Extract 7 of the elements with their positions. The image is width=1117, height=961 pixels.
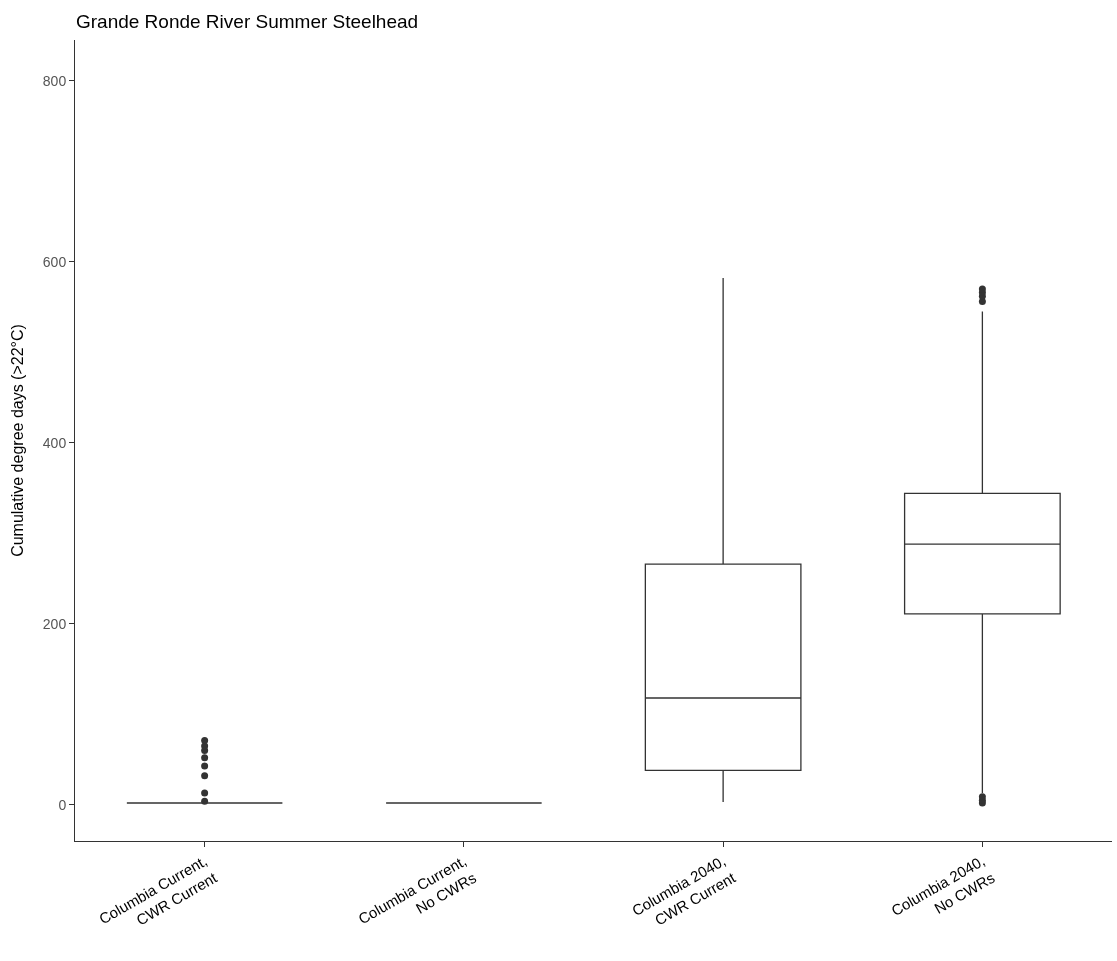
y-tick-label: 600 — [42, 253, 67, 270]
chart-title: Grande Ronde River Summer Steelhead — [75, 10, 419, 32]
y-tick-label: 0 — [58, 796, 67, 813]
y-tick-label: 400 — [42, 434, 67, 451]
y-tick-label: 800 — [42, 72, 67, 89]
y-axis-title: Cumulative degree days (>22°C) — [8, 324, 26, 557]
y-tick-label: 200 — [42, 615, 67, 632]
